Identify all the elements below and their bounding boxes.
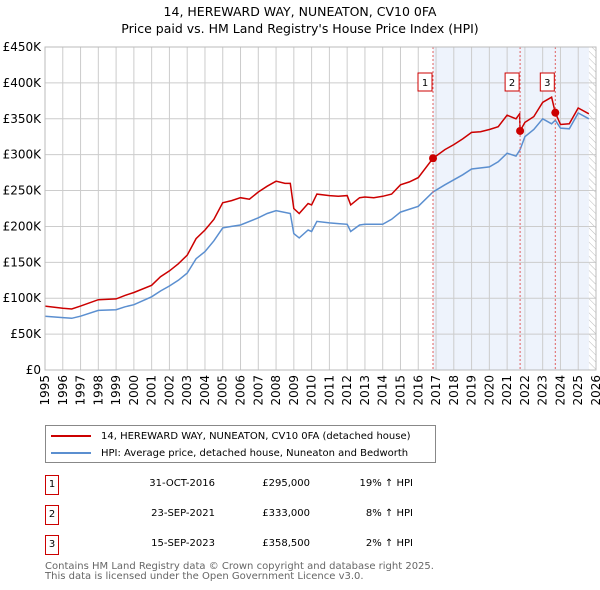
y-tick-label: £350K <box>3 112 43 126</box>
x-tick-label: 2018 <box>447 375 461 406</box>
x-tick-label: 2026 <box>589 375 600 406</box>
sale-hpi-diff: 8% ↑ HPI <box>365 508 413 519</box>
x-tick-label: 2003 <box>180 375 194 406</box>
hpi-line <box>44 111 590 320</box>
price-chart: 1 2 3 £0 £50K £100K £150K £200K £250K £300K £350K £… <box>3 40 600 406</box>
x-tick-label: 2006 <box>234 375 248 406</box>
legend-label: HPI: Average price, detached house, Nune… <box>101 447 409 459</box>
x-tick-label: 2010 <box>305 375 319 406</box>
x-tick-label: 2011 <box>322 375 336 406</box>
sale-row: 1 31-OCT-2016 £295,000 19% ↑ HPI <box>45 475 565 495</box>
y-tick-label: £150K <box>3 255 43 269</box>
x-tick-label: 2009 <box>287 375 301 406</box>
sale-label-box <box>539 72 555 92</box>
sale-date: 15-SEP-2023 <box>151 538 215 549</box>
legend-label: 14, HEREWARD WAY, NUNEATON, CV10 0FA (de… <box>101 430 411 442</box>
x-tick-label: 2016 <box>411 375 425 406</box>
sale-hpi-diff: 19% ↑ HPI <box>359 478 413 489</box>
sale-row: 2 23-SEP-2021 £333,000 8% ↑ HPI <box>45 505 565 525</box>
y-tick-label: £400K <box>3 76 43 90</box>
sale-point <box>429 154 438 163</box>
y-tick-label: £450K <box>3 40 43 54</box>
legend-item-property: 14, HEREWARD WAY, NUNEATON, CV10 0FA (de… <box>51 428 411 444</box>
sale-point <box>551 108 560 117</box>
x-tick-label: 2012 <box>340 375 354 406</box>
x-tick-label: 2022 <box>518 375 532 406</box>
sale-date: 23-SEP-2021 <box>151 508 215 519</box>
x-tick-label: 2023 <box>536 375 550 406</box>
x-tick-label: 1999 <box>109 375 123 406</box>
property-price-line <box>44 96 590 310</box>
x-tick-label: 2000 <box>127 375 141 406</box>
chart-title: 14, HEREWARD WAY, NUNEATON, CV10 0FA <box>163 4 437 19</box>
sale-label: 3 <box>544 78 550 89</box>
x-tick-label: 2001 <box>145 375 159 406</box>
x-tick-label: 2021 <box>500 375 514 406</box>
y-tick-label: £200K <box>3 219 43 233</box>
sale-marker-badge: 1 <box>45 475 59 495</box>
y-tick-label: £300K <box>3 148 43 162</box>
legend-swatch-blue <box>51 452 91 454</box>
x-tick-label: 2007 <box>251 375 265 406</box>
sale-label: 1 <box>422 78 428 89</box>
x-tick-label: 2017 <box>429 375 443 406</box>
x-tick-label: 2004 <box>198 375 212 406</box>
x-tick-label: 2002 <box>162 375 176 406</box>
x-tick-label: 2020 <box>482 375 496 406</box>
y-tick-label: £0 <box>26 363 41 377</box>
plot-frame <box>44 46 597 371</box>
x-tick-label: 2024 <box>553 375 567 406</box>
sale-label-box <box>417 72 433 92</box>
x-tick-label: 2025 <box>571 375 585 406</box>
x-tick-label: 2008 <box>269 375 283 406</box>
sale-row: 3 15-SEP-2023 £358,500 2% ↑ HPI <box>45 535 565 555</box>
x-tick-label: 2005 <box>216 375 230 406</box>
chart-legend: 14, HEREWARD WAY, NUNEATON, CV10 0FA (de… <box>45 425 436 463</box>
sale-label: 2 <box>509 78 515 89</box>
legend-swatch-red <box>51 435 91 437</box>
x-tick-label: 1996 <box>56 375 70 406</box>
y-tick-label: £100K <box>3 291 43 305</box>
legend-item-hpi: HPI: Average price, detached house, Nune… <box>51 445 408 461</box>
sale-marker-badge: 3 <box>45 535 59 555</box>
sale-price: £295,000 <box>262 478 310 489</box>
y-tick-label: £50K <box>10 327 42 341</box>
x-tick-label: 2015 <box>393 375 407 406</box>
forecast-hatch <box>588 47 596 370</box>
sale-label-box <box>504 72 520 92</box>
sale-hpi-diff: 2% ↑ HPI <box>365 538 413 549</box>
sale-date: 31-OCT-2016 <box>149 478 215 489</box>
y-tick-label: £250K <box>3 184 43 198</box>
x-tick-label: 1995 <box>38 375 52 406</box>
x-tick-label: 1997 <box>74 375 88 406</box>
chart-subtitle: Price paid vs. HM Land Registry's House … <box>121 21 479 36</box>
x-tick-label: 2013 <box>358 375 372 406</box>
footer-copyright: Contains HM Land Registry data © Crown c… <box>45 561 434 572</box>
sale-point <box>516 126 525 135</box>
footer-licence: This data is licensed under the Open Gov… <box>45 570 364 582</box>
footer: Contains HM Land Registry data © Crown c… <box>45 562 434 581</box>
x-tick-label: 2014 <box>376 375 390 406</box>
x-tick-label: 1998 <box>91 375 105 406</box>
x-tick-label: 2019 <box>465 375 479 406</box>
sale-marker-badge: 2 <box>45 505 59 525</box>
sale-price: £358,500 <box>262 538 310 549</box>
sale-price: £333,000 <box>262 508 310 519</box>
sale-period-shading <box>433 47 589 370</box>
